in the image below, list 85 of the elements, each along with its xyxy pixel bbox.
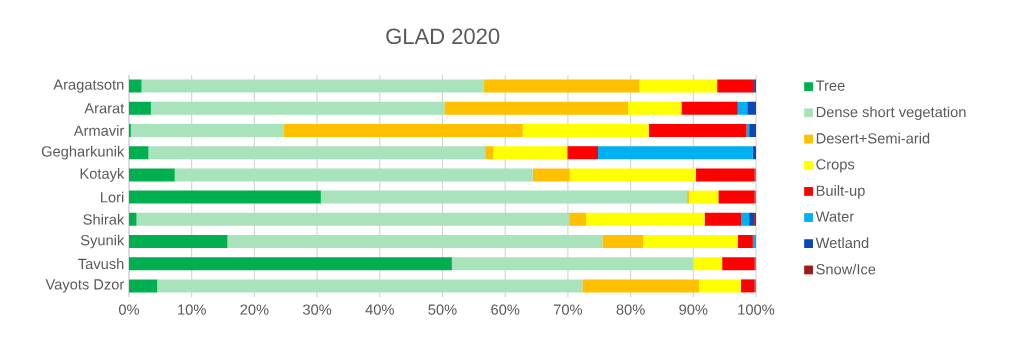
bar xyxy=(129,146,149,160)
y-tick-label: Shirak xyxy=(83,213,125,225)
bar xyxy=(320,190,688,204)
bar xyxy=(752,146,757,160)
bar xyxy=(752,235,757,248)
bar xyxy=(141,79,484,93)
bar xyxy=(522,123,649,137)
legend-label: Water xyxy=(815,211,854,222)
legend-label: Desert+Semi-arid xyxy=(816,132,930,144)
x-tick-label: 100% xyxy=(738,304,775,315)
legend-label: Built-up xyxy=(816,185,865,199)
bar xyxy=(749,123,757,137)
bar xyxy=(532,168,570,182)
bar xyxy=(157,279,583,293)
legend-label: Tree xyxy=(815,80,845,91)
bar xyxy=(451,257,694,271)
bar xyxy=(129,101,151,115)
y-tick-label: Lori xyxy=(101,191,124,203)
legend-label: Crops xyxy=(816,159,855,173)
bar xyxy=(129,212,137,226)
x-tick-label: 10% xyxy=(178,304,206,315)
bar xyxy=(444,101,629,115)
bar xyxy=(737,235,753,248)
x-tick-label: 60% xyxy=(491,304,520,315)
bar xyxy=(704,212,742,226)
bar xyxy=(493,146,568,160)
x-tick-label: 0% xyxy=(118,304,140,315)
bar xyxy=(174,168,533,182)
bar xyxy=(722,257,755,271)
y-tick-label: Aragatsotn xyxy=(53,79,124,93)
bar xyxy=(695,168,755,182)
bar xyxy=(569,212,587,226)
bar xyxy=(582,279,699,293)
bar xyxy=(586,212,705,226)
bar xyxy=(643,235,738,248)
bar xyxy=(129,79,142,93)
bar xyxy=(129,190,321,204)
bar xyxy=(485,146,494,160)
bar xyxy=(740,279,755,293)
y-tick-label: Gegharkunik xyxy=(41,145,125,160)
bar xyxy=(129,257,452,271)
x-tick-label: 40% xyxy=(365,304,394,315)
bar xyxy=(698,279,741,293)
bar xyxy=(150,101,445,115)
y-tick-label: Syunik xyxy=(80,234,125,249)
chart-title: GLAD 2020 xyxy=(386,28,500,45)
x-tick-label: 70% xyxy=(553,304,583,315)
bar xyxy=(717,79,755,93)
x-tick-label: 90% xyxy=(679,304,708,315)
bar xyxy=(688,190,719,204)
y-tick-label: Vayots Dzor xyxy=(45,279,125,293)
bar xyxy=(628,101,682,115)
bar xyxy=(639,79,718,93)
bar xyxy=(136,212,570,226)
bar xyxy=(569,168,696,182)
y-tick-label: Ararat xyxy=(84,103,125,114)
bar xyxy=(130,123,284,137)
x-tick-label: 20% xyxy=(240,304,269,315)
bar xyxy=(648,123,747,137)
bar xyxy=(718,190,755,204)
bar xyxy=(129,235,228,248)
y-tick-label: Kotayk xyxy=(80,168,125,182)
legend-label: Dense short vegetation xyxy=(816,106,966,121)
legend-label: Wetland xyxy=(815,237,869,249)
bar xyxy=(749,212,755,226)
bar xyxy=(483,79,640,93)
bar xyxy=(283,123,523,137)
bar xyxy=(148,146,486,160)
bar xyxy=(598,146,753,160)
x-tick-label: 30% xyxy=(302,304,332,315)
bar xyxy=(681,101,738,115)
y-tick-label: Armavir xyxy=(73,125,125,136)
bar xyxy=(693,257,723,271)
legend-label: Snow/Ice xyxy=(816,263,876,275)
bar xyxy=(129,168,175,182)
bar xyxy=(741,212,750,226)
y-tick-label: Tavush xyxy=(78,258,124,270)
bar xyxy=(737,101,748,115)
bar xyxy=(747,101,757,115)
bar xyxy=(602,235,644,248)
x-tick-label: 50% xyxy=(428,304,457,315)
x-tick-label: 80% xyxy=(616,304,645,315)
bar xyxy=(129,279,158,293)
bar xyxy=(567,146,598,160)
bar xyxy=(227,235,603,248)
